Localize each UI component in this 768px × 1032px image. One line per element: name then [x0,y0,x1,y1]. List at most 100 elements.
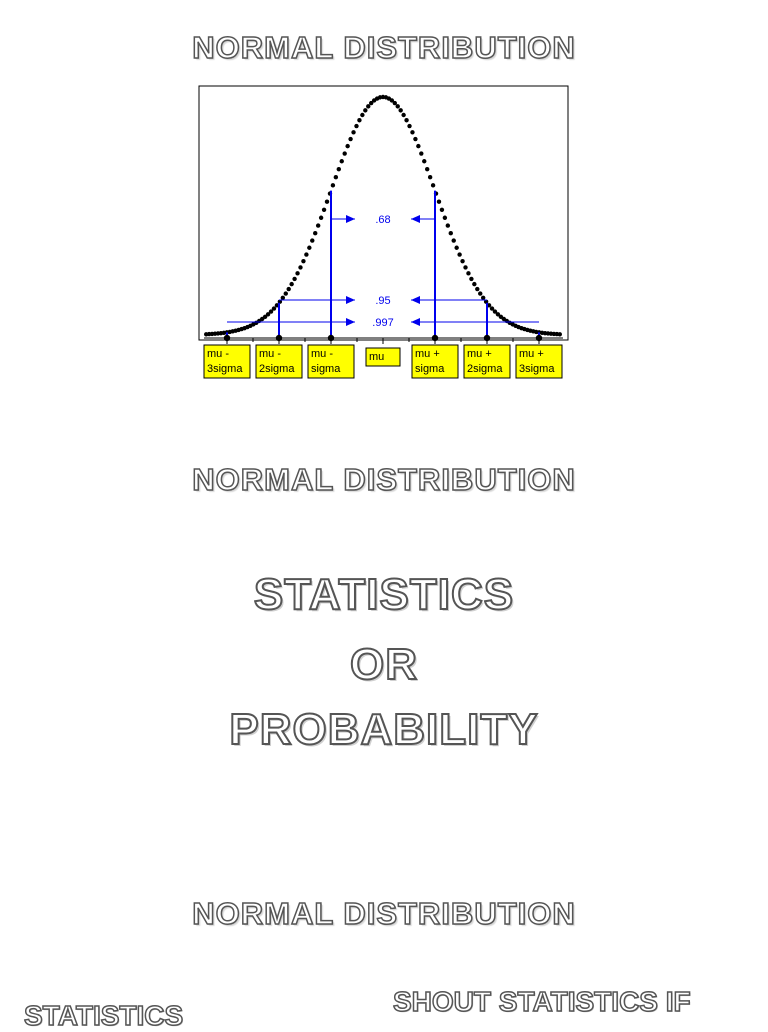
tick-label-text: mu + [415,348,440,360]
curve-point [345,143,350,149]
slide2-line-statistics: STATISTICS [253,569,515,620]
tick-label-text: mu - [259,348,281,360]
curve-point [286,286,291,292]
curve-point [333,175,339,180]
curve-point [354,123,359,129]
band-label: .95 [375,295,390,307]
tick-label-box [255,344,303,379]
curve-point [439,207,445,212]
band-arrowhead [346,215,355,223]
curve-point [363,108,368,113]
curve-point [324,199,330,204]
tick-label-text: mu + [467,348,492,360]
band-arrowhead [346,296,355,304]
tick-label-box [307,344,355,379]
curve-point [395,104,400,109]
sigma-point [327,334,335,342]
sigma-point [483,334,491,342]
curve-point [475,286,480,292]
curve-point [492,309,498,314]
curve-point [348,136,353,142]
band-label: .997 [372,317,393,329]
curve-point [398,108,403,113]
band-arrowhead [411,296,420,304]
curve-point [445,223,451,228]
curve-point [469,276,474,282]
curve-point [280,295,286,301]
tick-label-box [463,344,511,379]
curve-point [392,100,397,106]
band-arrowhead [411,215,420,223]
normal-distribution-chart: .68 .95 .997 mu - 3sigma mu - 2sigma mu - sigma… [198,85,569,379]
curve-point [557,332,562,337]
tick-label-text: sigma [415,363,445,375]
curve-point [292,276,297,282]
curve-point [422,159,427,164]
curve-point [463,265,468,270]
curve-point [315,223,321,228]
slide2-title: NORMAL DISTRIBUTION [191,461,576,498]
curve-point [295,271,300,276]
tick-label-box [365,347,401,367]
tick-labels: mu - 3sigma mu - 2sigma mu - sigma mu mu + sigma… [203,344,563,379]
curve-point [425,166,430,172]
curve-point [330,183,336,188]
curve-point [360,112,365,118]
sigma-point [275,334,283,342]
curve-point [451,238,456,243]
tick-label-text: mu - [207,348,229,360]
curve-point [313,231,318,236]
curve-point [301,258,306,264]
curve-point [410,130,415,135]
bands: .68 .95 .997 [226,190,540,338]
curve-point [401,112,406,118]
curve-point [357,118,362,123]
curve-point [283,291,288,296]
curve-point [271,306,277,311]
curve-point [454,245,459,250]
curve-point [478,291,483,296]
curve-point [427,175,433,180]
x-axis [204,334,563,344]
curve-point [389,98,395,103]
curve-point [268,309,274,314]
curve-point [413,136,418,142]
tick-label-text: sigma [311,363,341,375]
tick-label-text: mu + [519,348,544,360]
sigma-point [223,334,231,342]
curve-point [307,245,312,250]
curve-point [489,306,495,311]
curve-point [336,166,341,172]
curve-point [495,312,501,317]
curve-dots [204,94,562,337]
curve-point [351,130,356,135]
plot-frame [198,85,569,341]
curve-point [339,159,344,164]
curve-point [466,271,471,276]
sigma-point [431,334,439,342]
curve-point [262,314,268,319]
tick-label-text: 2sigma [467,363,503,375]
curve-point [460,258,465,264]
band-label: .68 [375,214,390,226]
tick-label-text: 3sigma [519,363,555,375]
curve-point [419,151,424,156]
curve-point [436,199,442,204]
tick-label-box [515,344,563,379]
curve-point [404,118,409,123]
curve-point [407,123,412,129]
slide3-left-text: STATISTICS [23,999,184,1032]
curve-point [369,100,374,106]
band-arrowhead [346,318,355,326]
curve-point [472,281,477,287]
curve-point [265,312,271,317]
tick-label-text: 3sigma [207,363,243,375]
slide2-line-or: OR [349,639,418,690]
tick-label-box [203,344,251,379]
curve-point [366,104,371,109]
curve-point [442,215,448,220]
curve-point [289,281,294,287]
band-arrowhead [411,318,420,326]
tick-label-text: mu - [311,348,333,360]
curve-point [298,265,303,270]
